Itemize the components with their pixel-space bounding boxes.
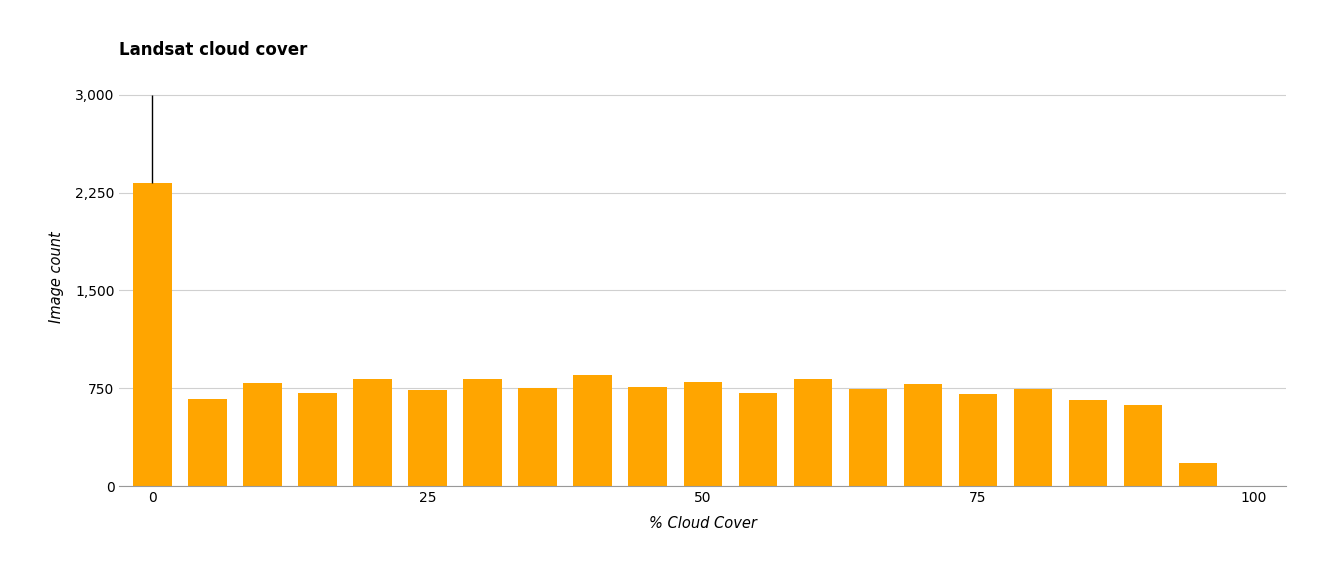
- Bar: [959, 394, 997, 486]
- Text: Landsat cloud cover: Landsat cloud cover: [119, 41, 308, 59]
- Bar: [353, 379, 391, 486]
- Bar: [629, 387, 667, 486]
- Y-axis label: Image count: Image count: [49, 232, 64, 323]
- X-axis label: % Cloud Cover: % Cloud Cover: [648, 516, 757, 531]
- Bar: [243, 383, 281, 486]
- Bar: [573, 375, 613, 486]
- Bar: [793, 379, 833, 486]
- Bar: [1124, 406, 1163, 486]
- Bar: [904, 384, 943, 486]
- Bar: [133, 184, 171, 486]
- Bar: [408, 390, 447, 486]
- Bar: [1179, 463, 1217, 486]
- Bar: [1069, 400, 1107, 486]
- Bar: [463, 379, 501, 486]
- Bar: [683, 382, 723, 486]
- Bar: [518, 388, 557, 486]
- Bar: [188, 399, 227, 486]
- Bar: [298, 393, 337, 486]
- Bar: [849, 389, 887, 486]
- Bar: [1014, 389, 1053, 486]
- Bar: [739, 393, 777, 486]
